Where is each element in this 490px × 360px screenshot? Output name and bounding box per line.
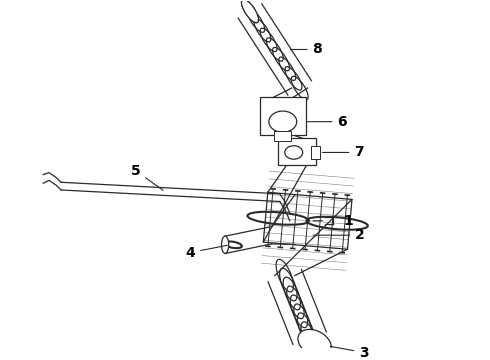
Ellipse shape [221,236,229,253]
Text: 5: 5 [131,164,163,190]
Text: 3: 3 [330,346,369,360]
FancyBboxPatch shape [311,146,320,159]
FancyBboxPatch shape [278,138,316,165]
FancyBboxPatch shape [274,131,291,141]
Text: 8: 8 [291,42,322,57]
Text: 6: 6 [307,114,347,129]
Text: 4: 4 [185,245,227,260]
FancyBboxPatch shape [260,96,306,135]
Text: 2: 2 [313,228,365,242]
Text: 1: 1 [343,214,353,228]
Ellipse shape [298,329,331,356]
Text: 7: 7 [322,145,364,159]
Ellipse shape [242,0,258,23]
